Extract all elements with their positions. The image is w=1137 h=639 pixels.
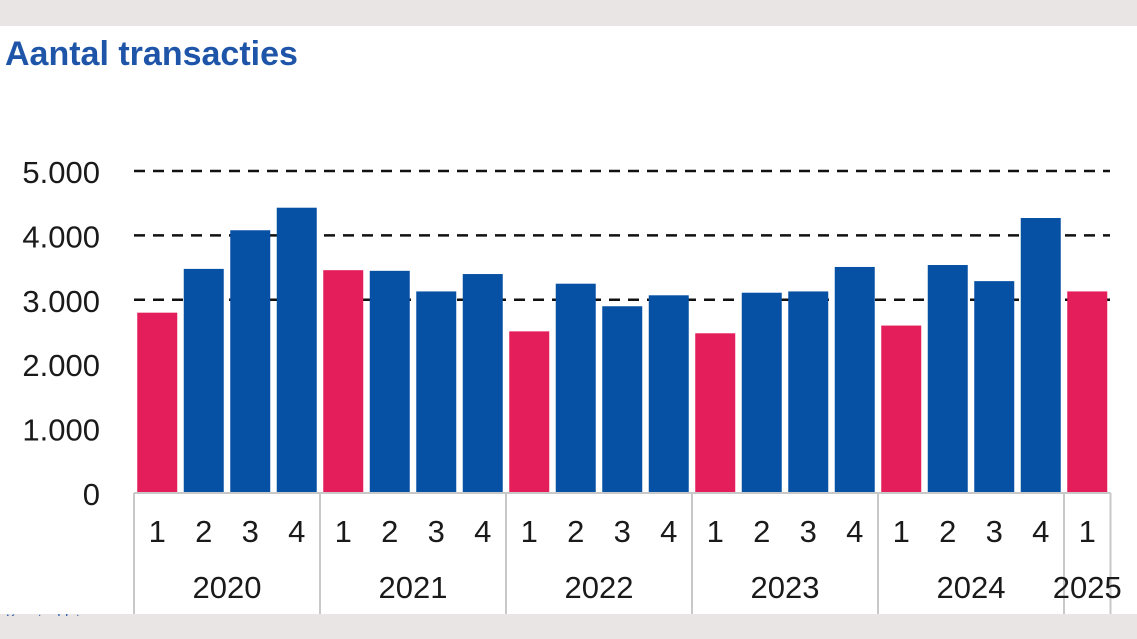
quarter-label: 3 [614,514,631,549]
bar [695,333,736,493]
year-label: 2025 [1053,570,1122,605]
bar [788,291,829,493]
bar [276,207,317,493]
bar [137,312,178,493]
bar [1067,291,1108,493]
y-tick-label: 5.000 [22,155,100,190]
bar [834,266,875,493]
bar [555,283,596,493]
quarter-label: 3 [428,514,445,549]
quarter-label: 1 [893,514,910,549]
y-tick-label: 1.000 [22,413,100,448]
year-label: 2020 [193,570,262,605]
bar [741,292,782,493]
quarter-label: 2 [195,514,212,549]
quarter-label: 2 [753,514,770,549]
year-label: 2023 [751,570,820,605]
bar [509,331,550,493]
bar [230,230,271,494]
quarter-label: 2 [939,514,956,549]
quarter-label: 3 [800,514,817,549]
quarter-label: 1 [335,514,352,549]
bar [416,291,457,493]
footer-note: Kwartaaldata [6,612,88,616]
bar [602,306,643,493]
quarter-label: 3 [986,514,1003,549]
y-tick-label: 3.000 [22,284,100,319]
quarter-label: 1 [707,514,724,549]
quarter-label: 4 [846,514,863,549]
quarter-label: 4 [1032,514,1049,549]
quarter-label: 1 [149,514,166,549]
year-label: 2024 [937,570,1006,605]
year-label: 2022 [565,570,634,605]
bar [323,270,364,493]
bar [462,274,503,493]
y-tick-label: 0 [83,477,100,512]
chart-panel: Aantal transacties 0 1.000 2.000 3.000 4.000… [0,26,1137,616]
quarter-label: 4 [474,514,491,549]
quarter-label: 4 [660,514,677,549]
y-tick-label: 2.000 [22,348,100,383]
chart-title: Aantal transacties [5,35,298,73]
quarter-label: 2 [381,514,398,549]
bar [927,265,968,493]
bar [974,281,1015,493]
bar [648,295,689,493]
year-label: 2021 [379,570,448,605]
bar [1020,218,1061,493]
quarter-label: 1 [521,514,538,549]
bar [369,270,410,493]
quarter-label: 2 [567,514,584,549]
bar [183,268,224,493]
bar [881,325,922,493]
quarter-label: 1 [1079,514,1096,549]
quarter-label: 4 [288,514,305,549]
y-tick-label: 4.000 [22,219,100,254]
quarter-label: 3 [242,514,259,549]
